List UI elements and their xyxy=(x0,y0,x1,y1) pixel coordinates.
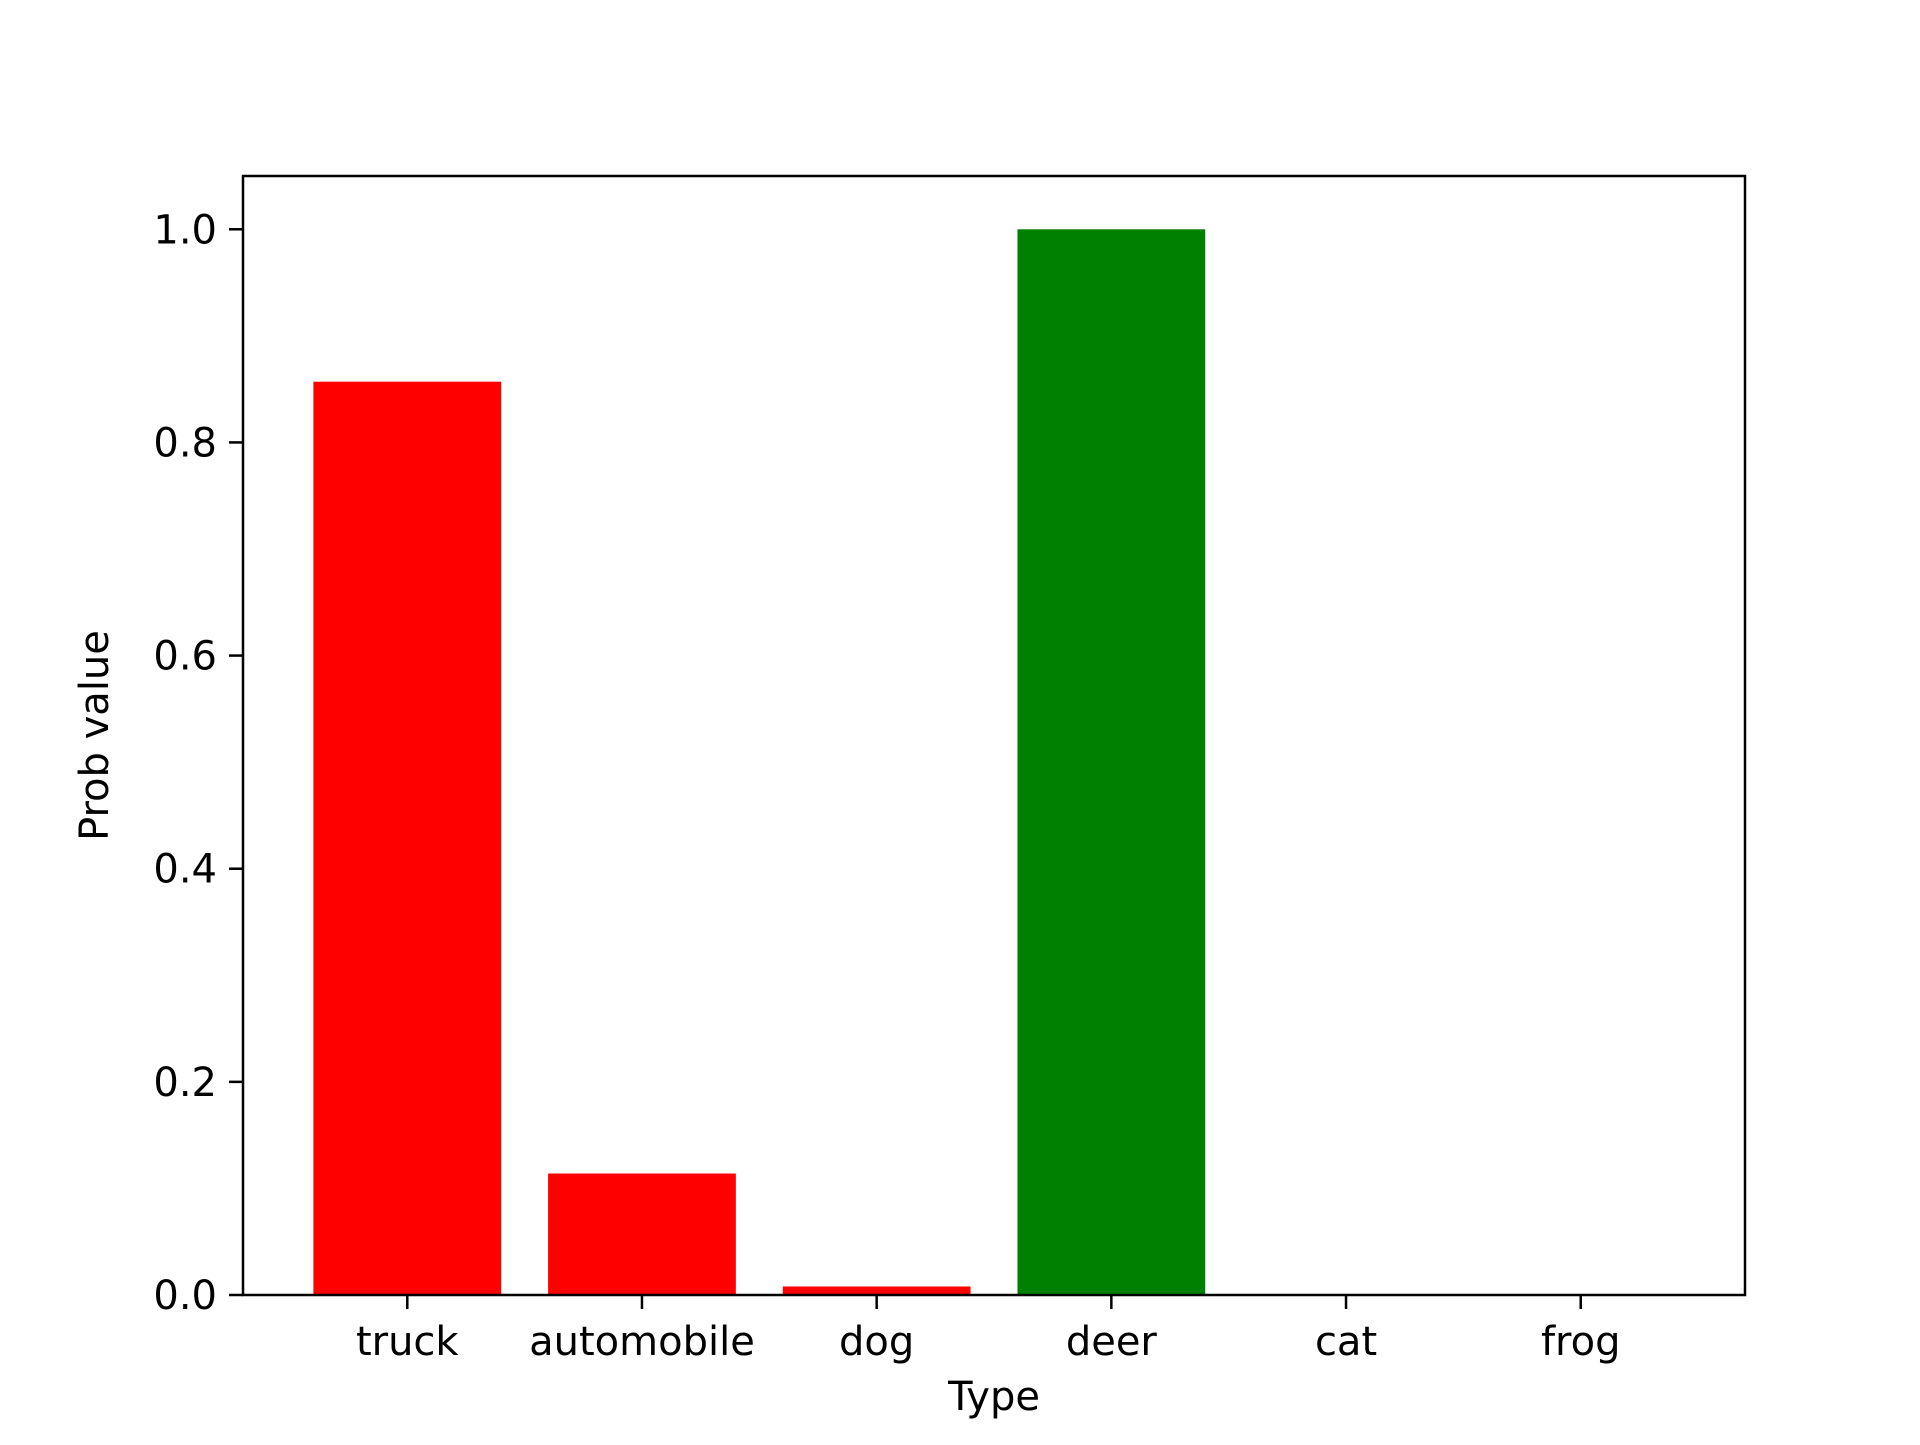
x-tick-label: cat xyxy=(1315,1319,1377,1365)
y-ticks: 0.0 0.2 0.4 0.6 0.8 1.0 xyxy=(153,207,243,1319)
y-tick-label: 0.2 xyxy=(153,1060,217,1106)
x-tick-label: automobile xyxy=(529,1319,755,1365)
x-ticks: truck automobile dog deer cat frog xyxy=(356,1295,1621,1365)
plot-frame xyxy=(241,174,1747,1297)
y-tick-label: 0.0 xyxy=(153,1273,217,1319)
x-tick-label: deer xyxy=(1066,1319,1158,1365)
x-axis-title: Type xyxy=(947,1374,1040,1420)
y-tick-label: 0.4 xyxy=(153,847,217,893)
x-tick-label: frog xyxy=(1541,1319,1621,1365)
y-tick-label: 0.6 xyxy=(153,634,217,680)
y-axis-title: Prob value xyxy=(72,630,118,841)
y-tick-label: 1.0 xyxy=(153,207,217,253)
bar-deer xyxy=(1017,229,1206,1295)
bar-truck xyxy=(313,381,502,1295)
y-tick-label: 0.8 xyxy=(153,420,217,466)
x-tick-label: dog xyxy=(839,1319,914,1365)
bar-dog xyxy=(782,1286,971,1295)
bar-automobile xyxy=(548,1173,736,1295)
x-tick-label: truck xyxy=(356,1319,459,1365)
bars-layer xyxy=(313,229,1206,1295)
